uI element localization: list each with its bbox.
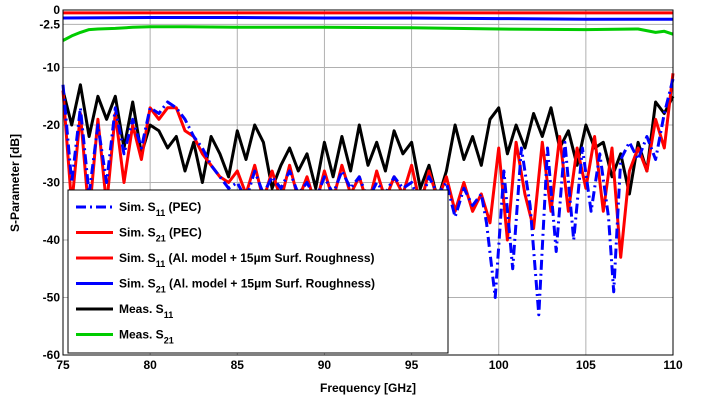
- legend-entry-0: Sim. S11 (PEC): [119, 200, 201, 218]
- plot-frame: [62, 9, 674, 356]
- legend: Sim. S11 (PEC) Sim. S21 (PEC) Sim. S11 (Al…: [67, 189, 449, 354]
- series-line-4: [61, 83, 675, 202]
- y-tick-label: -30: [43, 176, 61, 190]
- y-tick-label: -20: [43, 118, 61, 132]
- legend-entry-2: Sim. S11 (Al. model + 15µm Surf. Roughne…: [119, 251, 374, 269]
- x-axis-label: Frequency [GHz]: [320, 381, 416, 395]
- y-tick-label: 0: [53, 3, 60, 17]
- x-tick-label: 95: [405, 358, 419, 372]
- legend-entry-1: Sim. S21 (PEC): [119, 226, 202, 244]
- x-tick-label: 90: [318, 358, 332, 372]
- x-tick-label: 85: [231, 358, 245, 372]
- x-tick-label: 100: [489, 358, 509, 372]
- series-line-3: [62, 16, 673, 21]
- legend-box: [67, 189, 449, 354]
- x-tick-labels: 75 80 85 90 95 100 105 110: [56, 358, 683, 372]
- x-tick-label: 105: [576, 358, 596, 372]
- y-tick-label: -60: [43, 348, 61, 362]
- y-tick-label: -40: [43, 233, 61, 247]
- legend-entry-3: Sim. S21 (Al. model + 15µm Surf. Roughne…: [119, 277, 375, 295]
- legend-entry-4: Meas. S11: [119, 302, 173, 320]
- y-tick-label: -50: [43, 291, 61, 305]
- legend-entry-5: Meas. S21: [119, 328, 174, 346]
- x-tick-label: 110: [663, 358, 683, 372]
- y-axis-label: S-Parameter [dB]: [8, 134, 22, 232]
- y-tick-labels: 0-2.5 -10 -20 -30 -40 -50 -60: [39, 3, 60, 362]
- series-line-5: [62, 25, 674, 42]
- x-tick-label: 75: [56, 358, 70, 372]
- y-tick-label: -10: [43, 61, 61, 75]
- x-tick-label: 80: [143, 358, 157, 372]
- y-tick-label: -2.5: [39, 17, 60, 31]
